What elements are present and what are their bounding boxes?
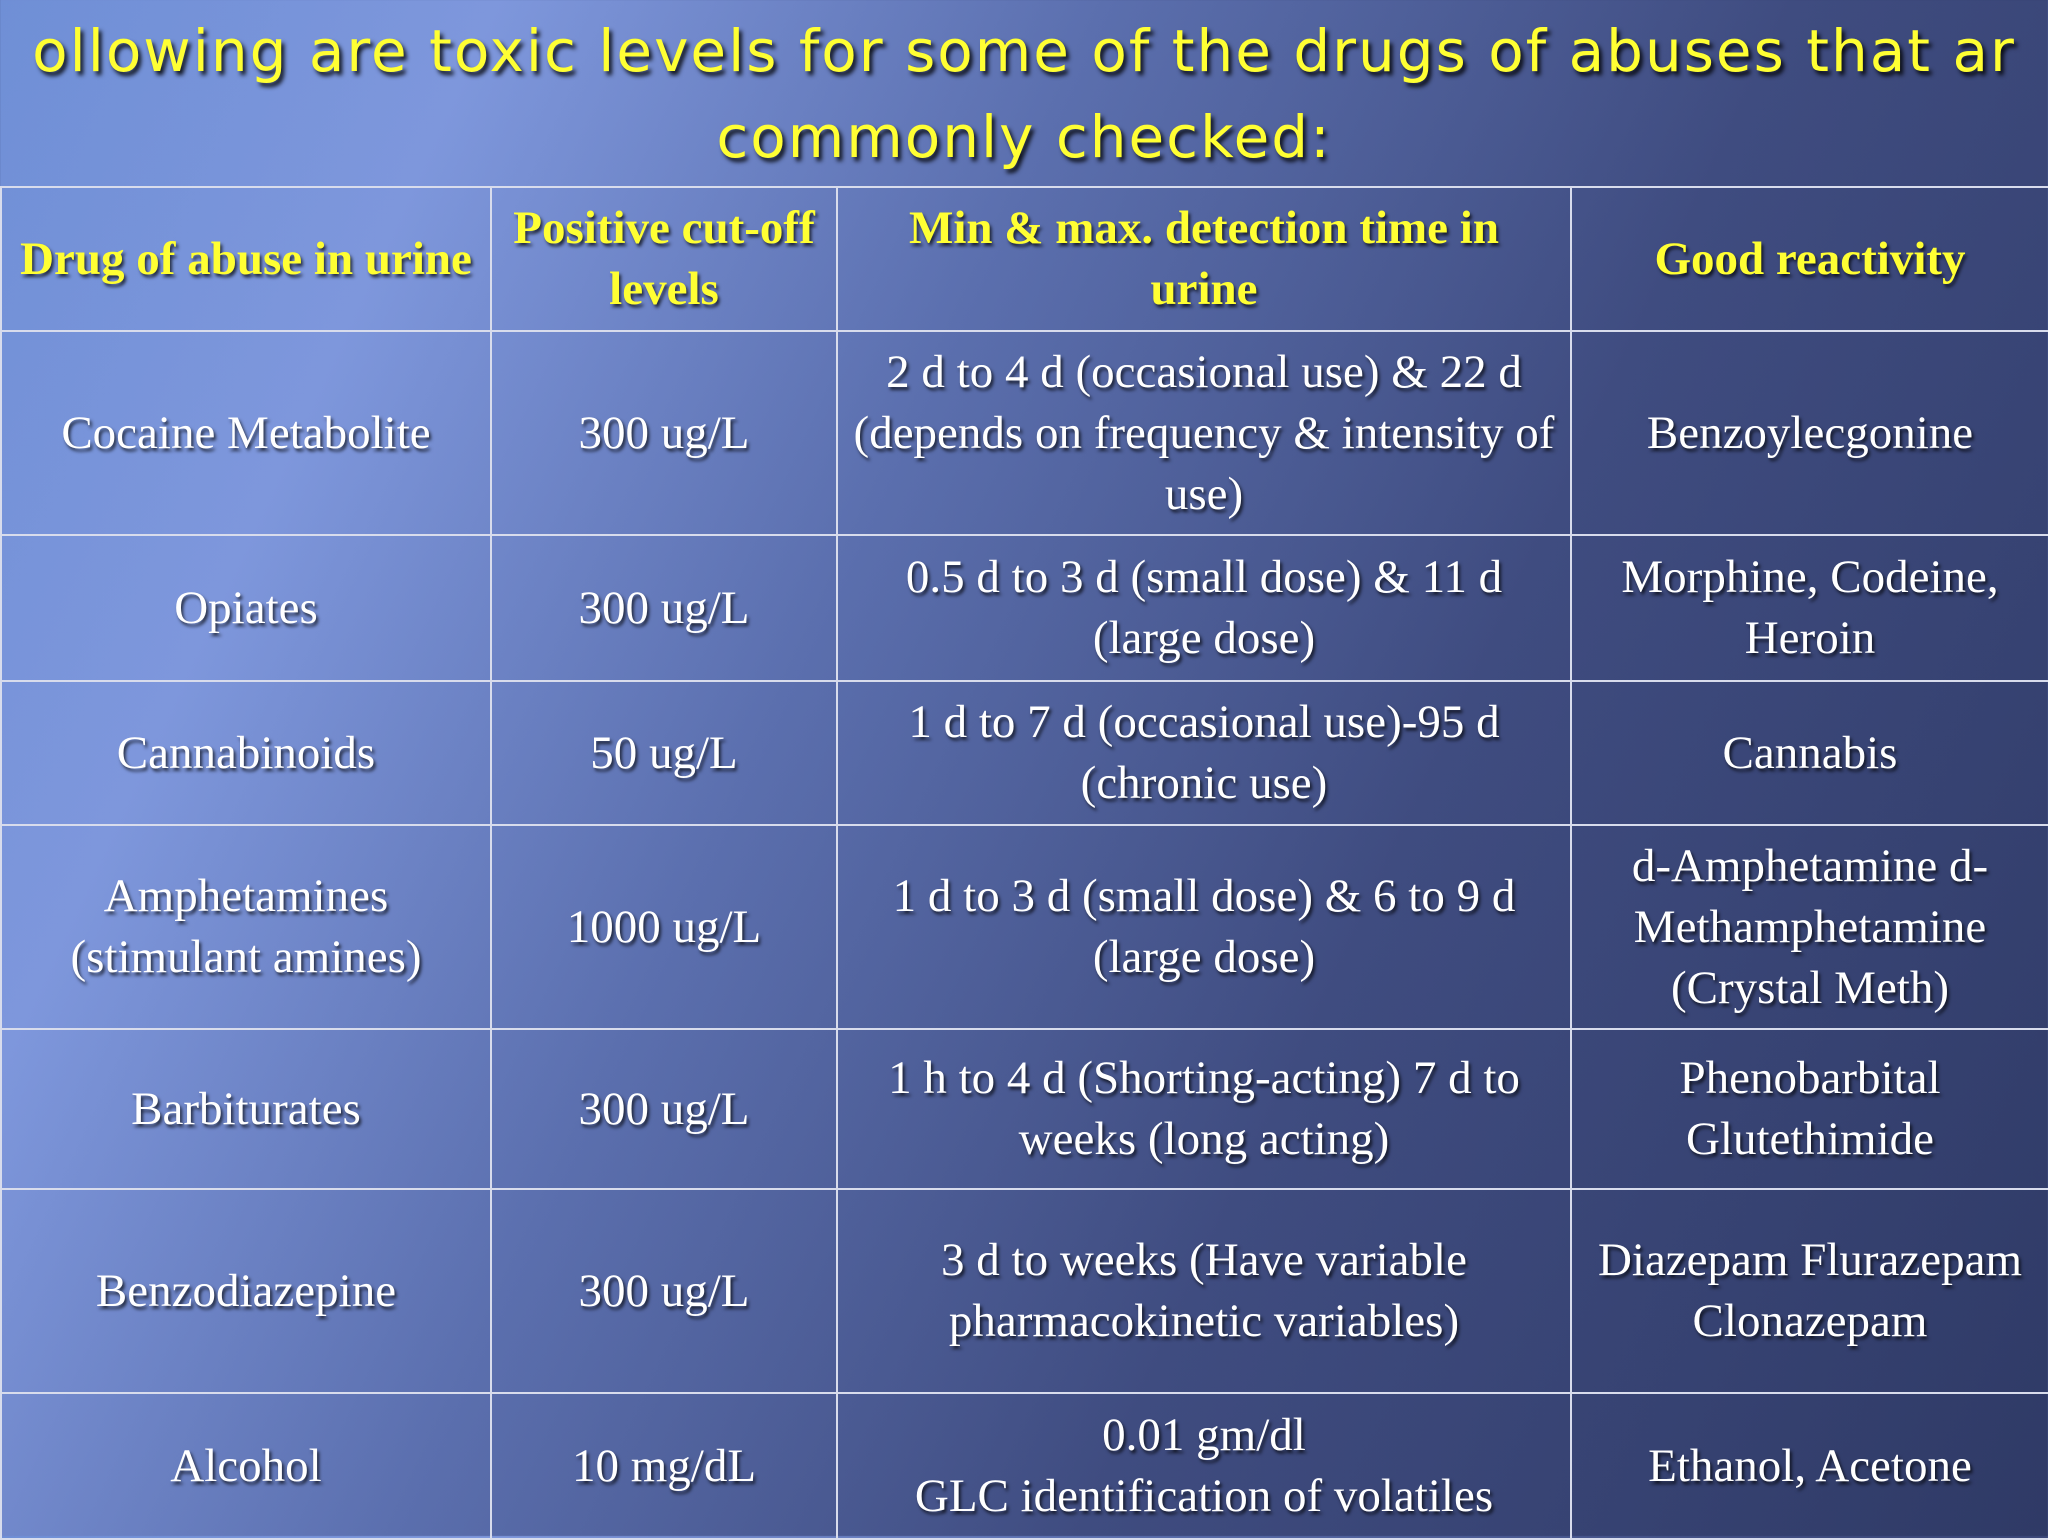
header-drug: Drug of abuse in urine <box>0 186 492 332</box>
table-row: Benzodiazepine 300 ug/L 3 d to weeks (Ha… <box>0 1188 2048 1394</box>
cell-drug: Benzodiazepine <box>0 1188 492 1394</box>
cell-cutoff: 300 ug/L <box>490 534 838 682</box>
cell-detection: 1 h to 4 d (Shorting-acting) 7 d to week… <box>836 1028 1572 1190</box>
drug-toxic-levels-table: Drug of abuse in urine Positive cut-off … <box>0 186 2048 1540</box>
cell-reactivity: Benzoylecgonine <box>1570 330 2048 536</box>
slide-title: ollowing are toxic levels for some of th… <box>0 8 2048 180</box>
header-reactivity: Good reactivity <box>1570 186 2048 332</box>
cell-drug: Barbiturates <box>0 1028 492 1190</box>
cell-drug: Cocaine Metabolite <box>0 330 492 536</box>
cell-drug: Alcohol <box>0 1392 492 1540</box>
cell-detection: 2 d to 4 d (occasional use) & 22 d (depe… <box>836 330 1572 536</box>
table-row: Cocaine Metabolite 300 ug/L 2 d to 4 d (… <box>0 330 2048 536</box>
cell-cutoff: 300 ug/L <box>490 330 838 536</box>
cell-reactivity: Ethanol, Acetone <box>1570 1392 2048 1540</box>
table-row: Cannabinoids 50 ug/L 1 d to 7 d (occasio… <box>0 680 2048 826</box>
table-row: Alcohol 10 mg/dL 0.01 gm/dl GLC identifi… <box>0 1392 2048 1540</box>
cell-reactivity: Diazepam Flurazepam Clonazepam <box>1570 1188 2048 1394</box>
cell-drug: Amphetamines (stimulant amines) <box>0 824 492 1030</box>
cell-cutoff: 300 ug/L <box>490 1188 838 1394</box>
table-row: Opiates 300 ug/L 0.5 d to 3 d (small dos… <box>0 534 2048 682</box>
cell-detection-line-2: GLC identification of volatiles <box>914 1470 1494 1522</box>
table-row: Barbiturates 300 ug/L 1 h to 4 d (Shorti… <box>0 1028 2048 1190</box>
cell-detection-line-1: 0.01 gm/dl <box>1102 1409 1306 1461</box>
cell-reactivity: Morphine, Codeine, Heroin <box>1570 534 2048 682</box>
cell-detection: 0.01 gm/dl GLC identification of volatil… <box>836 1392 1572 1540</box>
table-header-row: Drug of abuse in urine Positive cut-off … <box>0 186 2048 332</box>
table-row: Amphetamines (stimulant amines) 1000 ug/… <box>0 824 2048 1030</box>
cell-detection: 1 d to 3 d (small dose) & 6 to 9 d (larg… <box>836 824 1572 1030</box>
header-cutoff: Positive cut-off levels <box>490 186 838 332</box>
cell-detection: 3 d to weeks (Have variable pharmacokine… <box>836 1188 1572 1394</box>
cell-cutoff: 50 ug/L <box>490 680 838 826</box>
cell-reactivity: d-Amphetamine d-Methamphetamine (Crystal… <box>1570 824 2048 1030</box>
slide-title-line-2: commonly checked: <box>716 103 1332 171</box>
cell-reactivity: Phenobarbital Glutethimide <box>1570 1028 2048 1190</box>
cell-drug: Cannabinoids <box>0 680 492 826</box>
cell-cutoff: 1000 ug/L <box>490 824 838 1030</box>
cell-detection: 1 d to 7 d (occasional use)-95 d (chroni… <box>836 680 1572 826</box>
cell-cutoff: 300 ug/L <box>490 1028 838 1190</box>
header-detection-time: Min & max. detection time in urine <box>836 186 1572 332</box>
slide-title-line-1: ollowing are toxic levels for some of th… <box>32 17 2016 85</box>
cell-cutoff: 10 mg/dL <box>490 1392 838 1540</box>
cell-drug: Opiates <box>0 534 492 682</box>
cell-detection: 0.5 d to 3 d (small dose) & 11 d (large … <box>836 534 1572 682</box>
cell-reactivity: Cannabis <box>1570 680 2048 826</box>
